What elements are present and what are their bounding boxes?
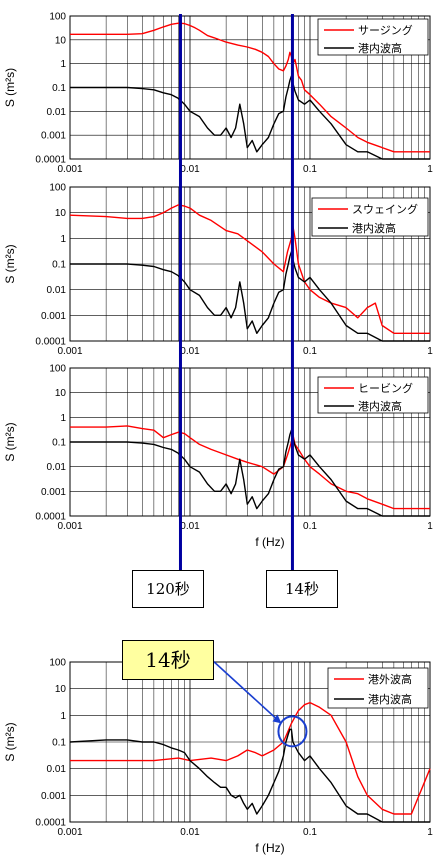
x-tick-label: 1 [427, 521, 433, 532]
legend-entry: ヒービング [358, 381, 413, 395]
y-axis-label: S (m²s) [3, 68, 17, 107]
y-tick-label: 0.001 [41, 791, 66, 802]
x-tick-label: 0.01 [180, 346, 200, 357]
y-tick-label: 0.1 [52, 438, 66, 449]
y-tick-label: 100 [49, 183, 66, 194]
y-tick-label: 0.0001 [35, 337, 66, 348]
callout-arrow [211, 659, 282, 724]
y-tick-label: 1 [60, 711, 66, 722]
y-tick-label: 0.01 [47, 285, 67, 296]
callout-arrowhead [272, 714, 282, 724]
y-tick-label: 0.1 [52, 738, 66, 749]
series-line-red [69, 204, 430, 334]
x-tick-label: 0.001 [57, 164, 82, 175]
y-axis-label: S (m²s) [3, 722, 17, 761]
callout-14s: 14秒 [122, 640, 214, 680]
x-tick-label: 0.01 [180, 827, 200, 838]
series-line-red [70, 22, 430, 153]
y-tick-label: 0.01 [47, 764, 67, 775]
x-tick-label: 0.01 [180, 521, 200, 532]
x-tick-label: 0.001 [57, 346, 82, 357]
x-tick-label: 0.1 [303, 827, 317, 838]
y-tick-label: 0.0001 [35, 155, 66, 166]
x-tick-label: 0.1 [303, 521, 317, 532]
y-tick-label: 10 [55, 35, 67, 46]
y-tick-label: 0.1 [52, 83, 66, 94]
period-label-14s: 14秒 [266, 570, 338, 608]
legend-box [317, 18, 429, 56]
x-tick-label: 0.1 [303, 164, 317, 175]
y-tick-label: 10 [55, 684, 67, 695]
y-tick-label: 10 [55, 208, 67, 219]
y-tick-label: 0.001 [41, 131, 66, 142]
x-tick-label: 1 [427, 827, 433, 838]
y-tick-label: 0.01 [47, 107, 67, 118]
legend-box [311, 197, 429, 237]
legend-entry: スウェイング [352, 202, 418, 216]
y-tick-label: 1 [60, 59, 66, 70]
x-tick-label: 1 [427, 164, 433, 175]
y-tick-label: 100 [49, 12, 66, 23]
y-axis-label: S (m²s) [3, 244, 17, 283]
y-tick-label: 0.1 [52, 260, 66, 271]
y-tick-label: 1 [60, 413, 66, 424]
legend-box [327, 667, 429, 709]
y-tick-label: 0.001 [41, 311, 66, 322]
x-tick-label: 0.1 [303, 346, 317, 357]
legend-entry: 港内波高 [358, 399, 402, 413]
y-tick-label: 1 [60, 234, 66, 245]
x-tick-label: 0.001 [57, 827, 82, 838]
y-tick-label: 0.01 [47, 462, 67, 473]
y-tick-label: 100 [49, 364, 66, 375]
period-label-120s: 120秒 [132, 570, 204, 608]
peak-circle [277, 715, 308, 748]
legend-box [317, 376, 429, 414]
series-line-black [69, 728, 430, 823]
y-tick-label: 0.0001 [35, 512, 66, 523]
y-tick-label: 10 [55, 388, 67, 399]
x-axis-label: f (Hz) [255, 535, 284, 549]
legend-entry: 港内波高 [368, 692, 412, 706]
x-tick-label: 0.001 [57, 521, 82, 532]
y-axis-label: S (m²s) [3, 422, 17, 461]
x-tick-label: 1 [427, 346, 433, 357]
x-tick-label: 0.01 [180, 164, 200, 175]
y-tick-label: 100 [49, 658, 66, 669]
x-axis-label: f (Hz) [255, 841, 284, 855]
legend-entry: 港内波高 [352, 221, 396, 235]
legend-entry: 港内波高 [358, 41, 402, 55]
y-tick-label: 0.001 [41, 487, 66, 498]
y-tick-label: 0.0001 [35, 818, 66, 829]
legend-entry: サージング [358, 23, 413, 37]
legend-entry: 港外波高 [368, 672, 412, 686]
